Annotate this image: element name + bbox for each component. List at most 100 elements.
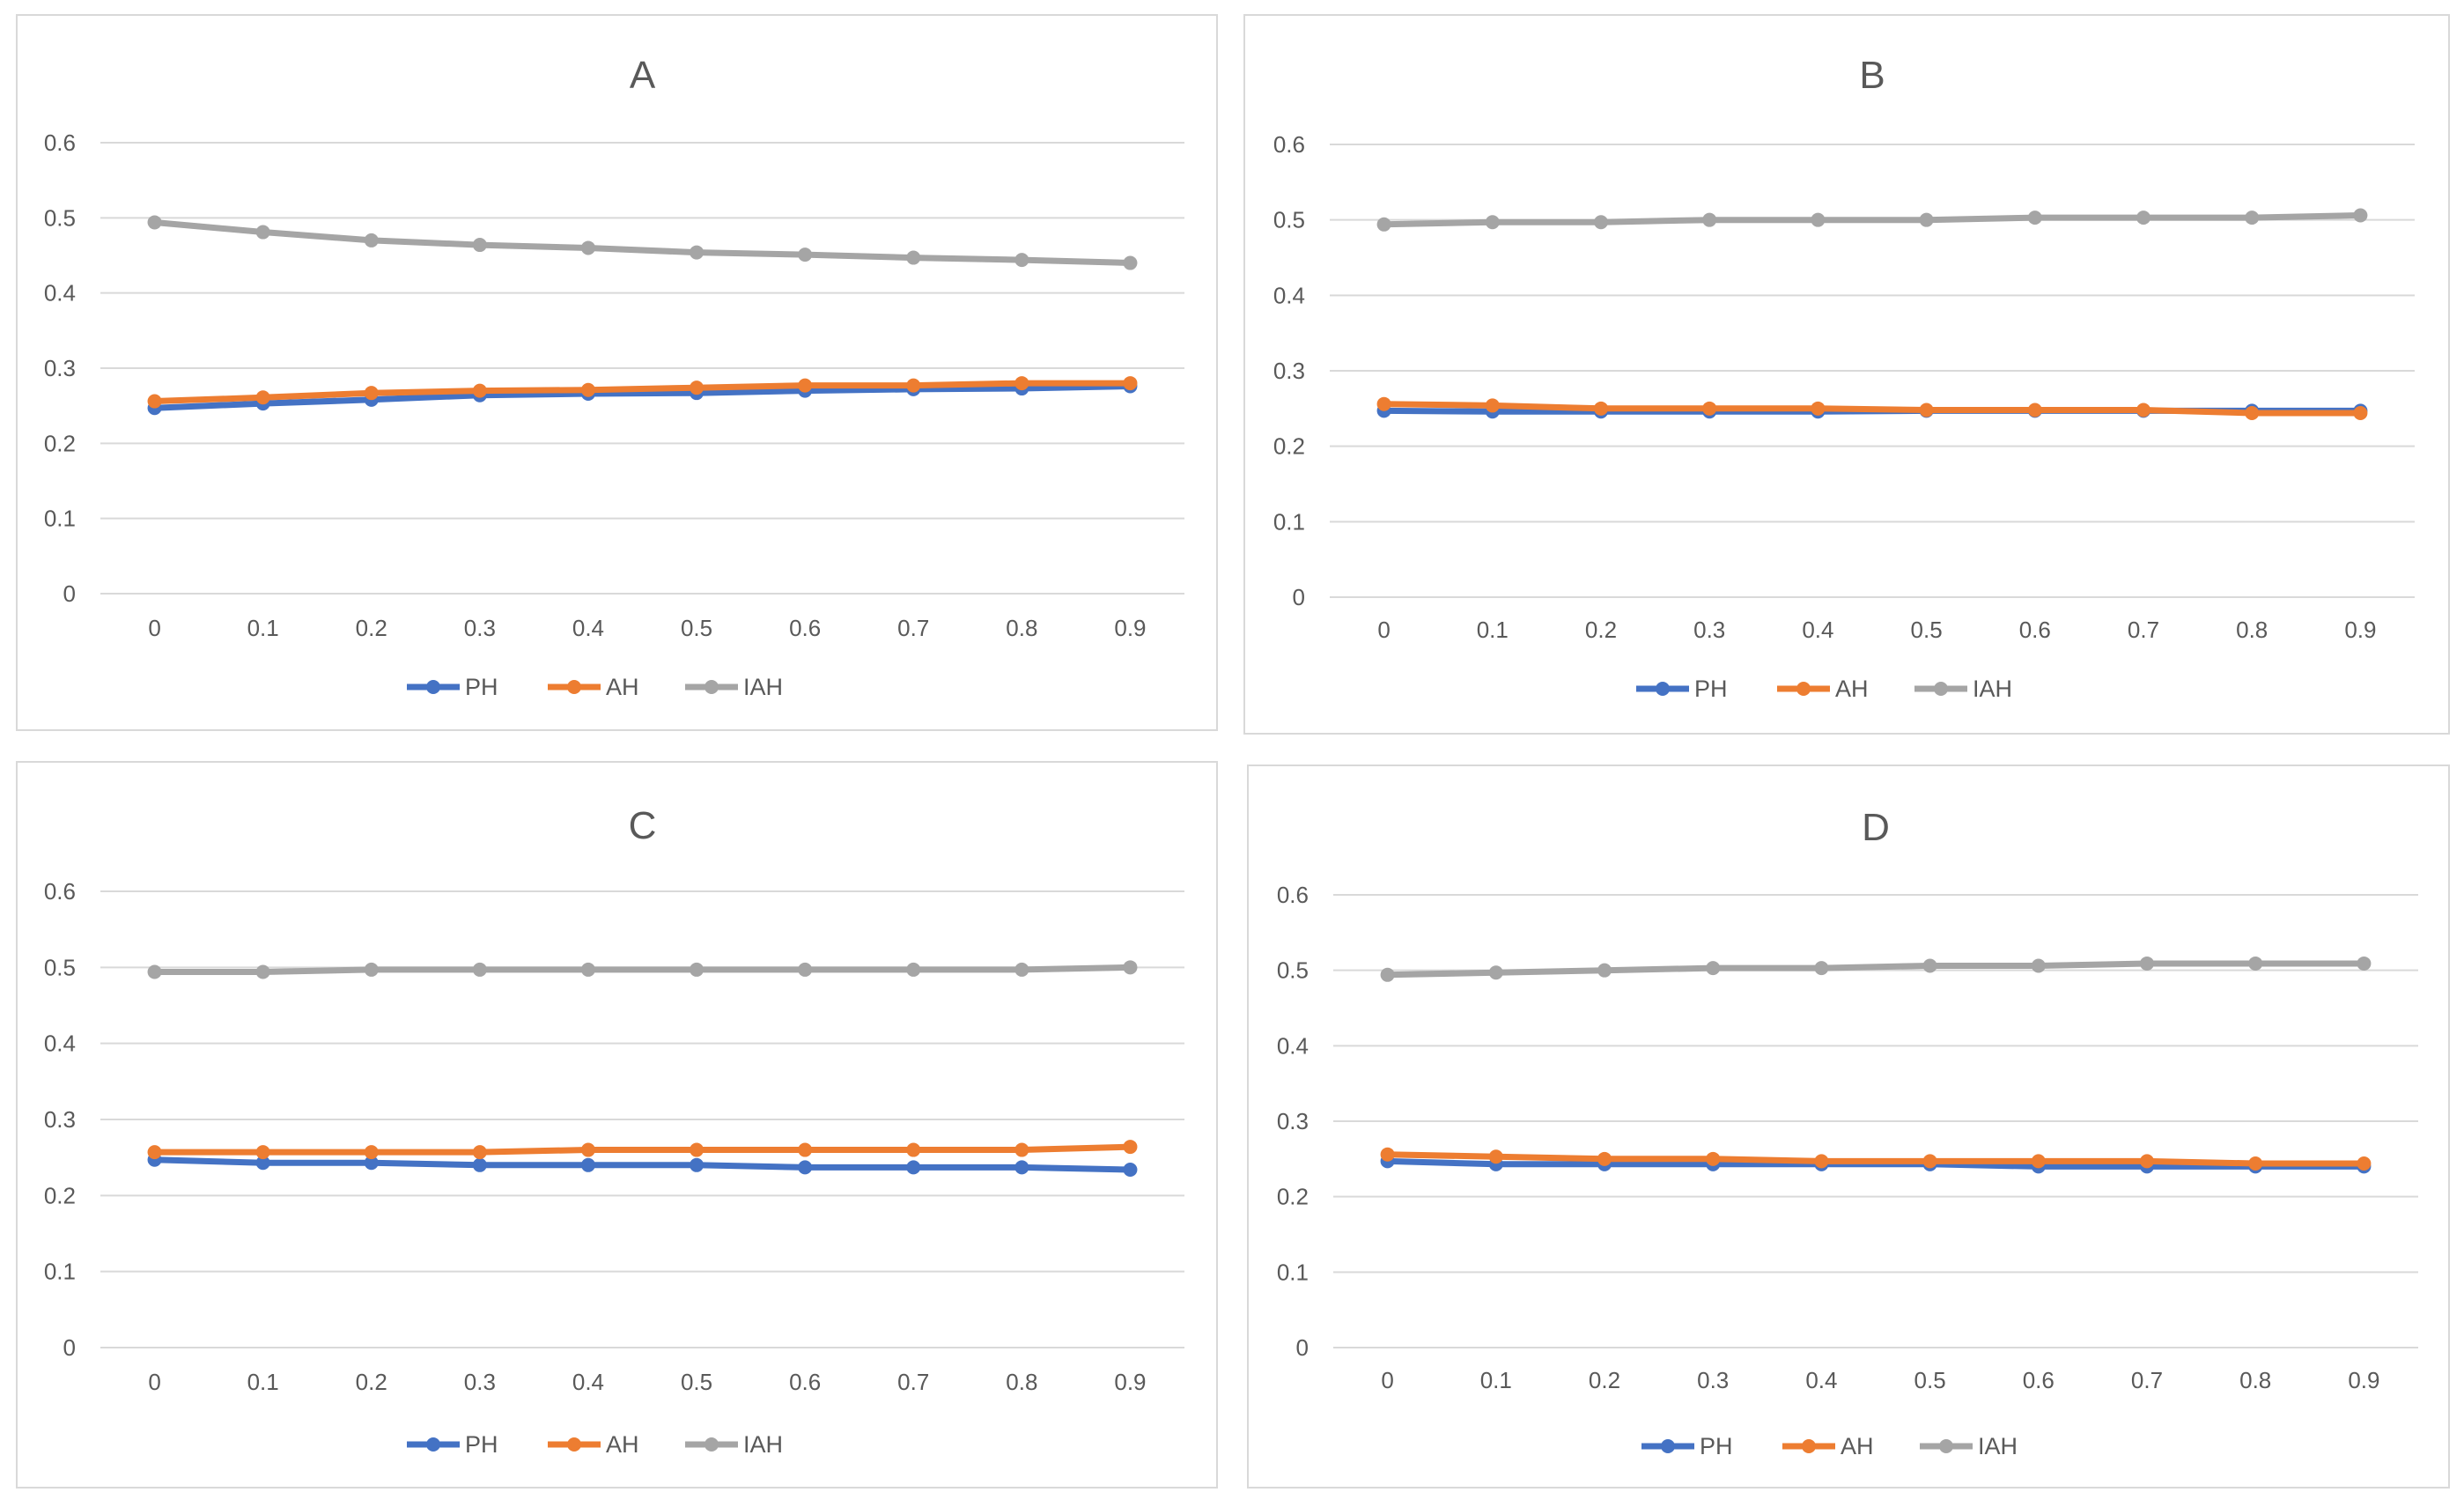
chart-a-series-ph-line [151,383,1133,411]
chart-b-y-tick-label: 0.4 [1273,282,1305,308]
chart-b-x-tick-label: 0.6 [2019,617,2051,643]
chart-d-x-tick-label: 0.6 [2023,1367,2055,1393]
chart-a-legend-item-ah: AH [548,674,639,700]
chart-c-y-tick-label: 0.3 [44,1106,76,1133]
chart-b-series-iah-point [1594,215,1608,230]
chart-b-series-iah-point [2027,211,2042,225]
chart-b-series-iah-point [1919,212,1934,227]
chart-c-series-iah-point [472,962,487,977]
chart-panel-a: A 0 0.1 0.2 0.3 0.4 0.5 0.6 0 0.1 0.2 0.3 0.4 0.5 0.6 0… [16,14,1218,731]
chart-a-title: A [630,54,656,97]
chart-c-series-iah-point [690,962,705,977]
chart-b-series-ah-point [1485,398,1500,413]
chart-a-series-iah-point [472,238,487,253]
chart-d-legend-item-iah: IAH [1920,1433,2018,1459]
chart-d-x-tick-label: 0.2 [1589,1367,1620,1393]
chart-b-series-iah-point [1376,217,1391,232]
chart-a-series-iah-point [255,225,270,240]
chart-b-series-ah-point [1919,403,1934,417]
chart-c-legend-label: PH [465,1431,498,1458]
chart-d-x-tick-label: 0.9 [2348,1367,2379,1393]
chart-d-series-ah-line [1384,1151,2367,1167]
chart-c-x-tick-label: 0.2 [356,1369,387,1395]
chart-a-legend-item-iah: IAH [685,674,783,700]
chart-c-x-tick-label: 0.5 [681,1369,712,1395]
chart-c-series-ah-line [151,1143,1133,1156]
chart-a-series-iah-point [580,240,595,255]
chart-panel-c: C 0 0.1 0.2 0.3 0.4 0.5 0.6 0 0.1 0.2 0.3 0.4 0.5 0.6 0… [16,761,1218,1489]
chart-c-series-ph-line [151,1156,1133,1173]
chart-c-legend-swatch-marker [567,1437,581,1452]
chart-d-legend-label: AH [1841,1433,1874,1459]
chart-b-series-iah-point [1702,212,1717,227]
chart-b-series-ah-point [1594,401,1608,416]
chart-b-series-ah-point [2027,403,2042,417]
chart-c-x-tick-label: 0.1 [247,1369,279,1395]
chart-c-series-ah-point [472,1145,487,1160]
chart-b-x-tick-label: 0.5 [1911,617,1943,643]
chart-d-series-ah-point [2031,1154,2046,1169]
chart-a-legend-item-ph: PH [407,674,498,700]
chart-a-legend-swatch-marker [567,680,581,694]
chart-a-x-tick-label: 0.6 [789,615,821,641]
chart-a-series-iah-point [364,233,379,247]
chart-d-series-ah-point [1488,1149,1503,1164]
chart-c-series-ah-point [1014,1142,1029,1157]
chart-b-legend-swatch-marker [1934,682,1948,696]
chart-a-x-tick-label: 0.7 [897,615,929,641]
chart-a-y-tick-label: 0.5 [44,204,76,231]
chart-c-series-ah-point [798,1142,813,1157]
chart-c-series-iah-point [580,962,595,977]
chart-a-x-tick-label: 0.4 [572,615,604,641]
chart-a-series-ah-point [1014,376,1029,391]
chart-d-series-ah-point [2357,1156,2372,1171]
chart-a-x-tick-label: 0 [148,615,160,641]
chart-c-svg: C 0 0.1 0.2 0.3 0.4 0.5 0.6 0 0.1 0.2 0.3 0.4 0.5 0.6 0… [44,804,1184,1458]
chart-d-legend-item-ah: AH [1782,1433,1874,1459]
chart-d-title: D [1862,806,1890,849]
chart-d-series-iah-point [2357,956,2372,971]
chart-a-series-iah-point [798,247,813,262]
chart-d-series-iah-point [1922,958,1937,973]
chart-c-series-iah-point [364,962,379,977]
chart-b-y-tick-label: 0.6 [1273,131,1305,158]
chart-b-series-iah-point [2353,208,2368,223]
chart-a-y-tick-label: 0.1 [44,506,76,532]
chart-panel-d: D 0 0.1 0.2 0.3 0.4 0.5 0.6 0 0.1 0.2 0.3 0.4 0.5 0.6 0… [1247,765,2450,1489]
chart-d-y-tick-label: 0.3 [1277,1108,1309,1134]
chart-d-series-ah-point [2140,1154,2154,1169]
chart-c-x-tick-label: 0.6 [789,1369,821,1395]
chart-a-series-ah-line [151,380,1133,404]
chart-b-x-tick-label: 0.3 [1693,617,1725,643]
chart-b-series-ah-line [1381,401,2364,417]
chart-d-series-iah-point [2031,958,2046,973]
chart-a-y-tick-label: 0.2 [44,430,76,456]
chart-c-series-ph-point [1014,1160,1029,1175]
chart-c-x-tick-label: 0.3 [464,1369,496,1395]
chart-d-series-iah-point [1597,963,1612,978]
chart-d-x-tick-label: 0.3 [1697,1367,1729,1393]
chart-c-y-tick-label: 0.5 [44,954,76,980]
chart-a-series-iah-point [690,245,705,260]
chart-b-series-ah-point [2353,405,2368,420]
chart-d-series-iah-point [1814,961,1829,976]
chart-d-y-tick-label: 0.6 [1277,882,1309,908]
chart-d-x-tick-label: 0.7 [2131,1367,2163,1393]
chart-a-series-iah-point [1123,255,1138,270]
chart-c-legend-swatch-marker [426,1437,440,1452]
chart-c-series-iah-point [255,964,270,979]
chart-d-series-iah-point [2248,956,2263,971]
chart-c-series-iah-point [906,962,921,977]
chart-c-series-ah-point [1123,1140,1138,1155]
chart-c-x-tick-label: 0.4 [572,1369,604,1395]
chart-b-svg: B 0 0.1 0.2 0.3 0.4 0.5 0.6 0 0.1 0.2 0.3 0.4 0.5 0.6 0… [1273,54,2415,702]
chart-c-series-ph-point [364,1156,379,1171]
chart-b-series-ah-point [1702,401,1717,416]
chart-a-legend-swatch-marker [705,680,719,694]
chart-a-legend-label: IAH [743,674,783,700]
chart-d-series-iah-point [1488,965,1503,980]
chart-d-series-iah-line [1384,960,2367,979]
chart-b-series-ah-point [2136,403,2150,417]
chart-d-series-ah-point [1597,1151,1612,1166]
chart-c-series-ph-point [472,1157,487,1172]
